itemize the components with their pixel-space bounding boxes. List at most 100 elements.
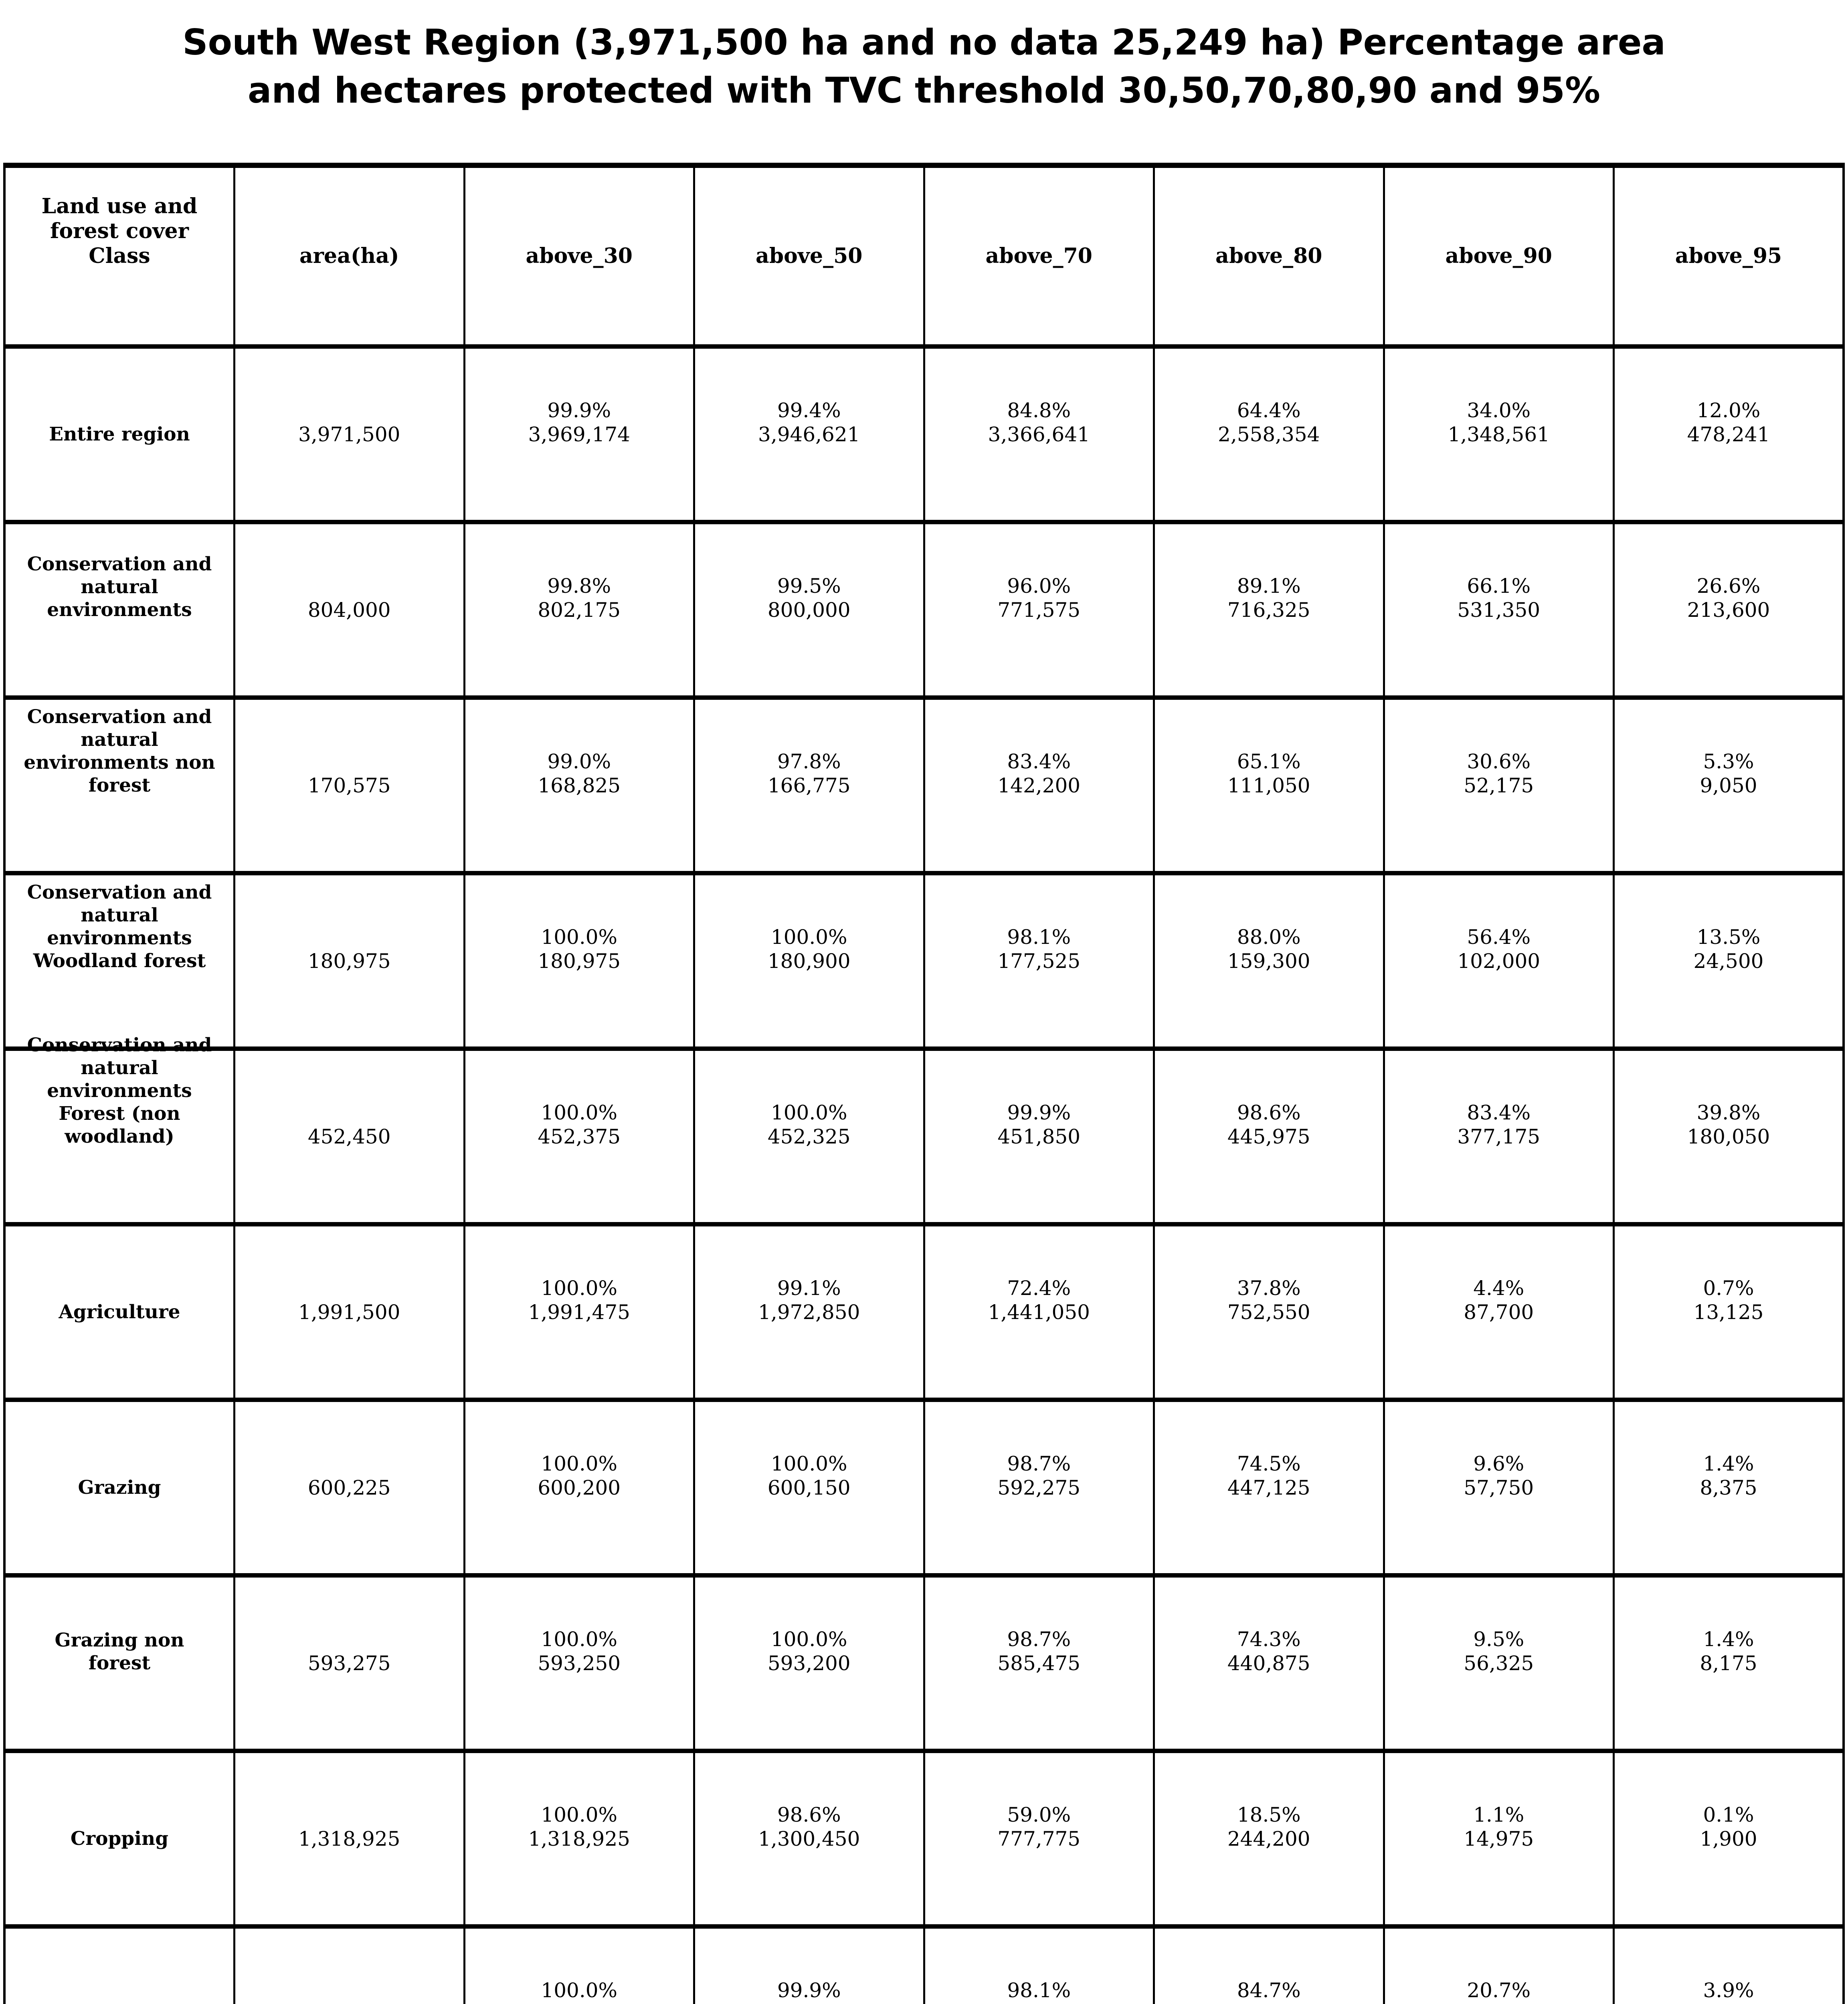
pct-value: 99.9% bbox=[547, 398, 611, 422]
value-pair: 88.0% 159,300 bbox=[1156, 925, 1382, 973]
value-pair: 98.7% 592,275 bbox=[926, 1452, 1152, 1500]
ha-value: 777,775 bbox=[997, 1827, 1081, 1850]
col-header-text: above_70 bbox=[985, 244, 1092, 268]
pct-value: 99.8% bbox=[547, 574, 611, 598]
value-pair: 18.5% 244,200 bbox=[1156, 1803, 1382, 1851]
value-pair: 98.7% 585,475 bbox=[926, 1627, 1152, 1675]
value-pair: 83.4% 142,200 bbox=[926, 749, 1152, 798]
area-cell: 804,000 bbox=[233, 520, 465, 698]
area-cell: 1,991,500 bbox=[233, 1222, 465, 1400]
ha-value: 2,558,354 bbox=[1218, 422, 1320, 446]
value-pair: 26.6% 213,600 bbox=[1616, 574, 1841, 622]
ha-value: 142,200 bbox=[997, 774, 1081, 797]
ha-value: 1,991,475 bbox=[528, 1300, 630, 1324]
pct-value: 100.0% bbox=[541, 925, 618, 949]
table-row-1: Conservation and natural environments 804… bbox=[3, 520, 1845, 698]
pct-value: 59.0% bbox=[1007, 1803, 1071, 1826]
value-cell-above_90: 20.7%14,975 bbox=[1383, 1924, 1615, 2004]
value-pair: 13.5% 24,500 bbox=[1616, 925, 1841, 973]
ha-value: 1,348,561 bbox=[1448, 422, 1550, 446]
ha-value: 72,250 bbox=[544, 2003, 614, 2004]
value-cell-above_95: 39.8% 180,050 bbox=[1613, 1046, 1845, 1224]
area-value: 170,575 bbox=[307, 774, 391, 797]
row-label-cell: Agriculture bbox=[3, 1222, 235, 1400]
value-pair: 1.4% 8,375 bbox=[1616, 1452, 1841, 1500]
value-cell-above_90: 1.1% 14,975 bbox=[1383, 1749, 1615, 1927]
ha-value: 447,125 bbox=[1227, 1476, 1310, 1499]
value-cell-above_30: 100.0% 593,250 bbox=[463, 1573, 695, 1751]
area-cell: 3,971,500 bbox=[233, 344, 465, 522]
ha-value: 377,175 bbox=[1457, 1125, 1541, 1148]
value-cell-above_50: 99.9%72,150 bbox=[693, 1924, 925, 2004]
area-value: 1,318,925 bbox=[298, 1827, 400, 1850]
value-cell-above_90: 9.5% 56,325 bbox=[1383, 1573, 1615, 1751]
value-pair: 99.5% 800,000 bbox=[696, 574, 922, 622]
pct-value: 100.0% bbox=[541, 1978, 618, 2002]
row-label-cell: Conservation and natural environments Fo… bbox=[3, 1034, 235, 1224]
pct-value: 26.6% bbox=[1696, 574, 1761, 598]
ha-value: 102,000 bbox=[1457, 949, 1541, 973]
ha-value: 1,900 bbox=[1700, 1827, 1757, 1850]
value-cell-above_80: 74.5% 447,125 bbox=[1153, 1398, 1385, 1576]
ha-value: 593,200 bbox=[767, 1651, 851, 1675]
pct-value: 13.5% bbox=[1696, 925, 1761, 949]
ha-value: 14,975 bbox=[1464, 1827, 1534, 1850]
table-row-3: Conservation and natural environments Wo… bbox=[3, 871, 1845, 1049]
pct-value: 83.4% bbox=[1007, 749, 1071, 773]
value-cell-above_95: 0.1% 1,900 bbox=[1613, 1749, 1845, 1927]
value-pair: 9.5% 56,325 bbox=[1386, 1627, 1612, 1675]
ha-value: 52,175 bbox=[1464, 774, 1534, 797]
ha-value: 87,700 bbox=[1464, 1300, 1534, 1324]
value-pair: 0.7% 13,125 bbox=[1616, 1276, 1841, 1324]
value-cell-above_50: 100.0% 600,150 bbox=[693, 1398, 925, 1576]
ha-value: 1,441,050 bbox=[988, 1300, 1090, 1324]
pct-value: 99.0% bbox=[547, 749, 611, 773]
value-cell-above_70: 59.0% 777,775 bbox=[923, 1749, 1155, 1927]
value-pair: 98.6% 1,300,450 bbox=[696, 1803, 922, 1851]
value-pair: 64.4% 2,558,354 bbox=[1156, 398, 1382, 446]
value-cell-above_70: 72.4% 1,441,050 bbox=[923, 1222, 1155, 1400]
table-row-5: Agriculture 1,991,500 100.0% 1,991,475 99.1%… bbox=[3, 1222, 1845, 1400]
row-label-cell: Grazing non forest bbox=[3, 1573, 235, 1751]
value-pair: 99.9% 451,850 bbox=[926, 1101, 1152, 1149]
pct-value: 88.0% bbox=[1237, 925, 1301, 949]
value-cell-above_80: 65.1% 111,050 bbox=[1153, 695, 1385, 873]
value-pair: 5.3% 9,050 bbox=[1616, 749, 1841, 798]
pct-value: 99.9% bbox=[1007, 1101, 1071, 1124]
ha-value: 180,050 bbox=[1687, 1125, 1770, 1148]
pct-value: 100.0% bbox=[770, 1627, 847, 1651]
ha-value: 56,325 bbox=[1464, 1651, 1534, 1675]
row-label: Conservation and natural environments Wo… bbox=[27, 881, 212, 972]
pct-value: 84.8% bbox=[1007, 398, 1071, 422]
value-pair: 89.1% 716,325 bbox=[1156, 574, 1382, 622]
ha-value: 14,975 bbox=[1464, 2003, 1534, 2004]
ha-value: 3,969,174 bbox=[528, 422, 630, 446]
value-cell-above_50: 100.0% 180,900 bbox=[693, 871, 925, 1049]
col-header-text: above_30 bbox=[526, 244, 633, 268]
ha-value: 1,300,450 bbox=[758, 1827, 860, 1850]
value-cell-above_70: 98.1% 177,525 bbox=[923, 871, 1155, 1049]
pct-value: 97.8% bbox=[777, 749, 841, 773]
value-pair: 100.0% 180,975 bbox=[467, 925, 692, 973]
value-pair: 99.9%72,150 bbox=[696, 1978, 922, 2004]
pct-value: 1.4% bbox=[1703, 1452, 1754, 1475]
pct-value: 65.1% bbox=[1237, 749, 1301, 773]
value-cell-above_80: 18.5% 244,200 bbox=[1153, 1749, 1385, 1927]
value-cell-above_80: 37.8% 752,550 bbox=[1153, 1222, 1385, 1400]
value-cell-above_30: 100.0% 452,375 bbox=[463, 1046, 695, 1224]
value-cell-above_95: 26.6% 213,600 bbox=[1613, 520, 1845, 698]
value-pair: 100.0% 593,200 bbox=[696, 1627, 922, 1675]
table-header-row: Land use and forest cover Class area(ha) a… bbox=[3, 165, 1845, 349]
pct-value: 18.5% bbox=[1237, 1803, 1301, 1826]
col-header-7: above_95 bbox=[1613, 165, 1845, 349]
value-pair: 66.1% 531,350 bbox=[1386, 574, 1612, 622]
ha-value: 1,318,925 bbox=[528, 1827, 630, 1850]
pct-value: 100.0% bbox=[770, 1101, 847, 1124]
pct-value: 100.0% bbox=[541, 1452, 618, 1475]
value-cell-above_80: 88.0% 159,300 bbox=[1153, 871, 1385, 1049]
pct-value: 30.6% bbox=[1467, 749, 1531, 773]
pct-value: 100.0% bbox=[541, 1101, 618, 1124]
value-pair: 4.4% 87,700 bbox=[1386, 1276, 1612, 1324]
pct-value: 99.9% bbox=[777, 1978, 841, 2002]
value-cell-above_50: 97.8% 166,775 bbox=[693, 695, 925, 873]
